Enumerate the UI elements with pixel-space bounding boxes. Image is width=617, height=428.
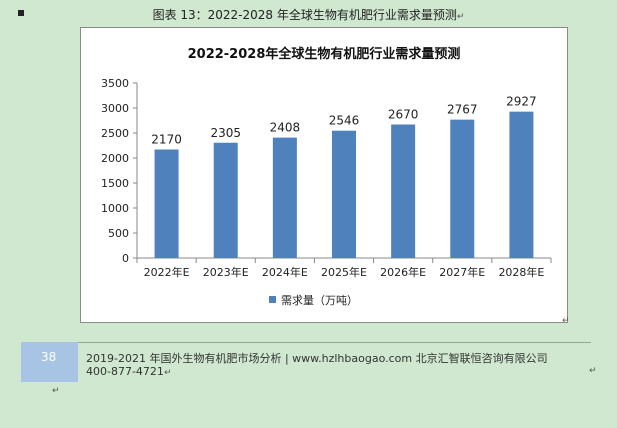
bar <box>213 142 238 258</box>
bar <box>272 137 297 258</box>
data-label: 2408 <box>270 121 301 135</box>
legend-swatch <box>269 296 276 303</box>
y-tick-label: 3500 <box>101 77 129 90</box>
x-tick-label: 2028年E <box>498 265 544 279</box>
data-label: 2767 <box>447 103 478 117</box>
chart-frame: 2022-2028年全球生物有机肥行业需求量预测 0 500 1000 1500 200… <box>80 27 568 323</box>
paragraph-mark: ↵ <box>52 386 60 396</box>
footer-publisher: 2019-2021 年国外生物有机肥市场分析 | www.hzlhbaogao.… <box>86 352 548 365</box>
data-label: 2670 <box>388 108 419 122</box>
bar <box>154 149 179 258</box>
chart-title: 2022-2028年全球生物有机肥行业需求量预测 <box>188 46 461 62</box>
y-tick-label: 2000 <box>101 152 129 165</box>
x-tick-label: 2022年E <box>144 265 190 279</box>
y-tick-label: 500 <box>108 227 129 240</box>
footer-phone: 400-877-4721 <box>86 365 164 378</box>
y-tick-label: 1000 <box>101 202 129 215</box>
data-label: 2170 <box>151 133 182 147</box>
paragraph-mark: ↵ <box>163 368 172 378</box>
paragraph-mark: ↵ <box>456 12 465 22</box>
page-number-box: 38 <box>21 342 78 382</box>
x-tick-label: 2027年E <box>439 265 485 279</box>
bar-chart: 2022-2028年全球生物有机肥行业需求量预测 0 500 1000 1500 200… <box>101 46 552 307</box>
y-tick-label: 2500 <box>101 127 129 140</box>
x-tick-label: 2025年E <box>321 265 367 279</box>
y-tick-label: 3000 <box>101 102 129 115</box>
figure-caption: 图表 13：2022-2028 年全球生物有机肥行业需求量预测↵ <box>0 6 617 23</box>
bar <box>391 124 416 258</box>
bar <box>450 119 475 259</box>
y-tick-label: 0 <box>122 252 129 265</box>
paragraph-mark: ↵ <box>562 316 570 326</box>
y-tick-label: 1500 <box>101 177 129 190</box>
legend-label: 需求量（万吨） <box>281 294 358 307</box>
footer-phone-line: 400-877-4721↵ <box>86 365 171 378</box>
footer-rule <box>21 342 591 343</box>
figure-caption-text: 图表 13：2022-2028 年全球生物有机肥行业需求量预测 <box>152 8 457 22</box>
x-tick-label: 2024年E <box>262 265 308 279</box>
data-label: 2546 <box>329 114 360 128</box>
bullet-marker <box>18 10 24 16</box>
data-label: 2305 <box>210 126 241 140</box>
paragraph-mark: ↵ <box>589 366 597 376</box>
page-number: 38 <box>41 350 57 364</box>
x-tick-label: 2026年E <box>380 265 426 279</box>
data-label: 2927 <box>506 95 537 109</box>
footer-text: 2019-2021 年国外生物有机肥市场分析 | www.hzlhbaogao.… <box>86 350 548 366</box>
x-tick-label: 2023年E <box>203 265 249 279</box>
bar <box>332 130 356 258</box>
bar <box>509 111 534 259</box>
